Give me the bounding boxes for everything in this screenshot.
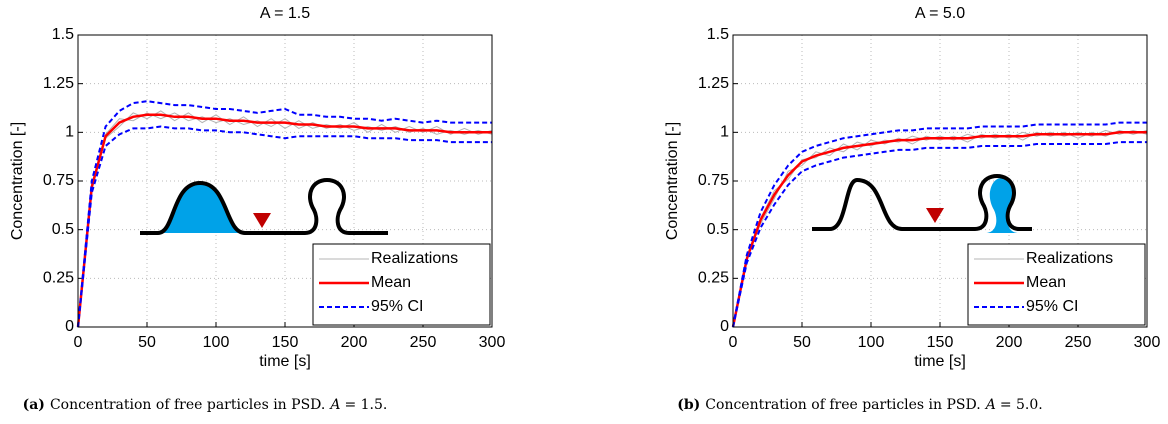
legend-label: Realizations [1026,250,1113,267]
caption-rest: = 5.0. [1000,397,1043,413]
mean-line [76,113,492,328]
x-tick-label: 300 [479,334,506,351]
x-tick-label: 200 [341,334,368,351]
legend-label: Mean [371,274,411,291]
ci-line [732,141,1147,328]
chart: 0 0.25 0.5 0.75 1 1.25 1.5 0 50 100 150 200 250 300 A … [9,5,505,413]
y-tick-label: 0.25 [698,270,729,287]
chart: 0 0.25 0.5 0.75 1 1.25 1.5 0 50 100 150 200 250 300 A … [664,5,1160,413]
x-tick-label: 0 [729,334,738,351]
legend-label: 95% CI [371,298,423,315]
inset-diagram [140,177,388,235]
y-tick-label: 0 [65,318,74,335]
y-axis-label: Concentration [-] [9,122,26,240]
x-tick-label: 150 [927,334,954,351]
y-tick-label: 1.5 [52,26,74,43]
legend-box [967,243,1146,326]
y-tick-label: 0.5 [52,221,74,238]
inset-diagram [812,173,1032,233]
x-tick-label: 50 [138,334,156,351]
realization-line [732,129,1148,328]
legend-box [312,243,491,326]
x-tick-label: 150 [272,334,299,351]
y-tick-label: 0.75 [43,172,74,189]
ci-line [77,100,492,328]
legend-label: 95% CI [1026,298,1078,315]
chart-title: A = 5.0 [915,5,965,22]
ci-line [732,121,1147,328]
x-tick-label: 200 [996,334,1023,351]
y-tick-label: 1 [720,124,729,141]
y-tick-label: 0.5 [707,221,729,238]
y-tick-label: 1.5 [707,26,729,43]
caption-label: (b) [677,397,700,413]
caption-var: A [328,397,340,413]
realization-line [77,112,493,328]
legend-label: Mean [1026,274,1066,291]
x-tick-label: 100 [203,334,230,351]
x-axis-label: time [s] [259,353,311,370]
realization-line [732,129,1148,328]
y-tick-label: 1 [65,124,74,141]
caption-var: A [984,397,996,413]
caption-label: (a) [23,397,45,413]
y-tick-label: 0.25 [43,270,74,287]
caption: (b) Concentration of free particles in PS… [677,397,1042,413]
x-tick-label: 300 [1134,334,1161,351]
ci-line [77,125,492,328]
x-tick-label: 250 [410,334,437,351]
realization-line [77,110,493,328]
legend-label: Realizations [371,250,458,267]
chart-title: A = 1.5 [260,5,310,22]
y-tick-label: 1.25 [43,75,74,92]
x-tick-label: 250 [1065,334,1092,351]
x-axis-label: time [s] [914,353,966,370]
x-tick-label: 0 [74,334,83,351]
y-tick-label: 0 [720,318,729,335]
y-tick-label: 1.25 [698,75,729,92]
y-tick-label: 0.75 [698,172,729,189]
y-axis-label: Concentration [-] [664,122,681,240]
caption-rest: = 1.5. [344,397,387,413]
x-tick-label: 100 [858,334,885,351]
x-tick-label: 50 [793,334,811,351]
mean-line [731,131,1147,328]
plot-frame [77,34,493,328]
caption-text: Concentration of free particles in PSD. [50,397,325,413]
caption: (a) Concentration of free particles in PS… [23,397,388,413]
plot-frame [732,34,1148,328]
caption-text: Concentration of free particles in PSD. [705,397,980,413]
